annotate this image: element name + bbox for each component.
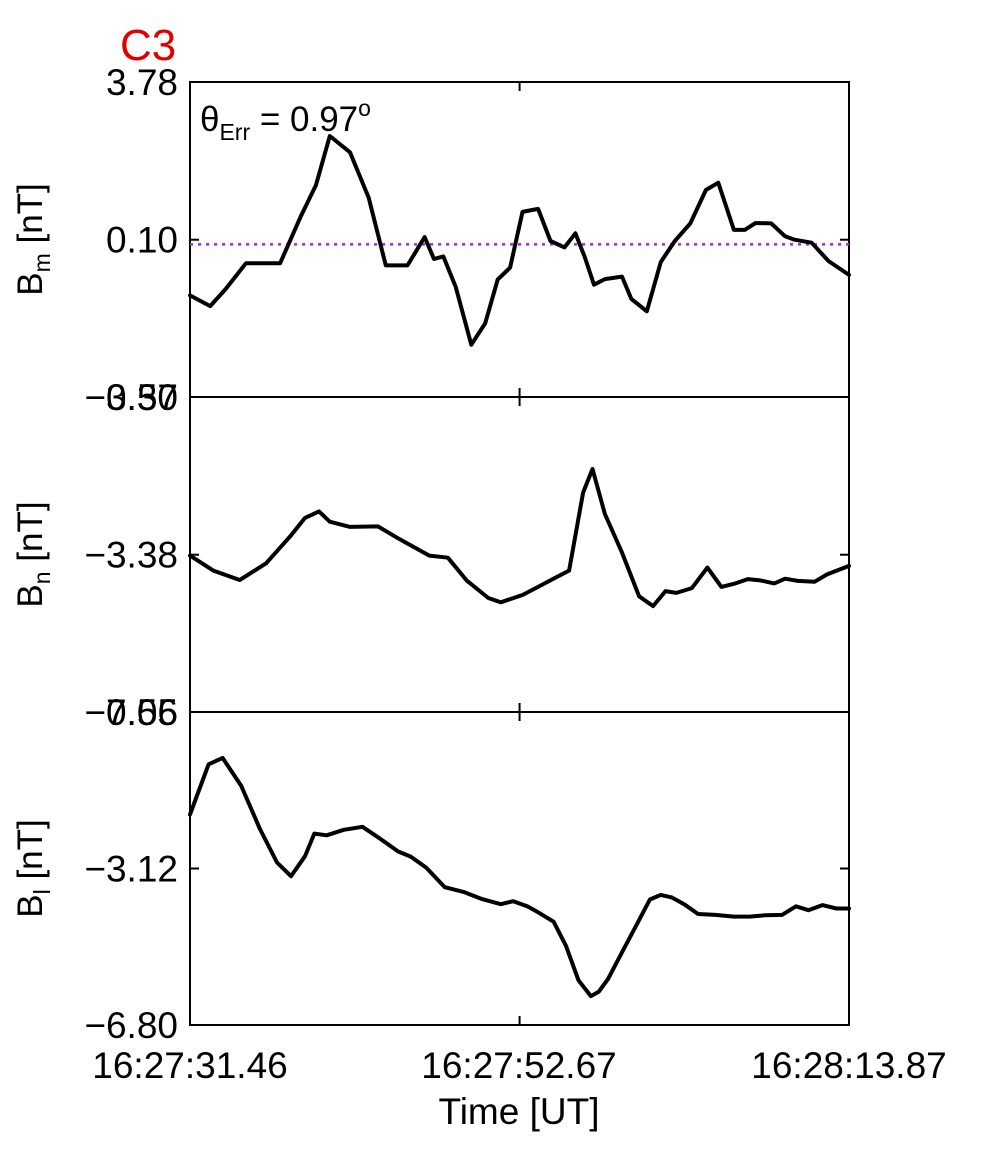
y-tick-label-0-2: −3.57 bbox=[84, 377, 178, 418]
y-axis-label-main-2: B bbox=[11, 894, 50, 917]
y-axis-label-unit-0: [nT] bbox=[11, 183, 50, 253]
theta-value: = 0.97 bbox=[250, 100, 358, 139]
y-axis-label-1: Bn [nT] bbox=[11, 501, 55, 607]
theta-superscript: o bbox=[358, 95, 371, 121]
y-tick-label-2-0: 0.56 bbox=[106, 692, 178, 733]
panels: 3.78 0.10 −3.57 Bm [nT] 0.30 −3.38 −7.05 Bn [nT… bbox=[11, 62, 851, 1046]
chart-title: C3 bbox=[120, 21, 176, 70]
series-line-1-0 bbox=[188, 467, 851, 609]
panel-0: 3.78 0.10 −3.57 Bm [nT] bbox=[11, 62, 851, 418]
y-axis-label-2: Bl [nT] bbox=[11, 819, 55, 918]
y-tick-label-1-0: 0.30 bbox=[106, 377, 178, 418]
y-axis-label-sub-1: n bbox=[29, 571, 55, 584]
y-tick-label-0-0: 3.78 bbox=[106, 62, 178, 103]
y-axis-label-unit-2: [nT] bbox=[11, 819, 50, 889]
x-tick-label-0: 16:27:31.46 bbox=[92, 1045, 287, 1086]
panel-frame-2 bbox=[189, 711, 850, 1026]
theta-symbol: θ bbox=[200, 100, 219, 139]
theta-subscript: Err bbox=[219, 119, 250, 145]
x-tick-label-2: 16:28:13.87 bbox=[751, 1045, 946, 1086]
y-tick-label-0-1: 0.10 bbox=[106, 220, 178, 261]
theta-error-annotation: θErr = 0.97o bbox=[200, 95, 371, 145]
series-line-0-0 bbox=[188, 134, 851, 347]
y-tick-label-2-2: −6.80 bbox=[84, 1005, 178, 1046]
y-axis-label-main-0: B bbox=[11, 272, 50, 295]
y-axis-label-0: Bm [nT] bbox=[11, 183, 55, 296]
y-axis-label-unit-1: [nT] bbox=[11, 501, 50, 571]
y-tick-label-2-1: −3.12 bbox=[84, 849, 178, 890]
x-axis-label: Time [UT] bbox=[438, 1091, 599, 1132]
series-line-2-0 bbox=[188, 755, 851, 999]
panel-frame-1 bbox=[189, 396, 850, 713]
y-axis-label-sub-2: l bbox=[29, 889, 55, 894]
x-tick-label-1: 16:27:52.67 bbox=[421, 1045, 616, 1086]
panel-1: 0.30 −3.38 −7.05 Bn [nT] bbox=[11, 377, 851, 733]
panel-2: 0.56 −3.12 −6.80 Bl [nT] bbox=[11, 692, 851, 1046]
y-tick-label-1-1: −3.38 bbox=[84, 535, 178, 576]
y-tick-label-1-2: −7.05 bbox=[84, 692, 178, 733]
y-axis-label-sub-0: m bbox=[29, 253, 55, 272]
y-axis-label-main-1: B bbox=[11, 584, 50, 607]
